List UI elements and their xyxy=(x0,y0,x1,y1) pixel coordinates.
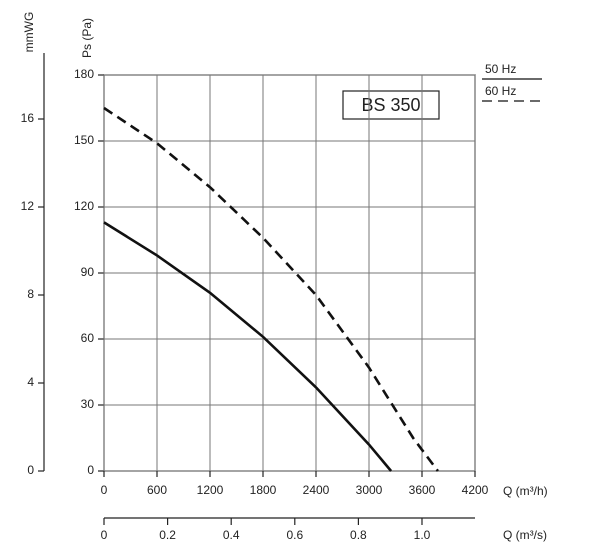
x-tick-label: 3000 xyxy=(356,483,383,497)
x2-axis-label: Q (m³/s) xyxy=(503,528,547,542)
x2-tick-label: 1.0 xyxy=(414,528,431,542)
y2-tick-label: 12 xyxy=(21,199,35,213)
y-tick-label: 180 xyxy=(74,67,94,81)
x-tick-label: 1200 xyxy=(197,483,224,497)
y-tick-label: 30 xyxy=(81,397,95,411)
x2-tick-label: 0.8 xyxy=(350,528,367,542)
y-axis-label: Ps (Pa) xyxy=(80,18,94,58)
legend-label: 50 Hz xyxy=(485,62,516,76)
x-tick-label: 3600 xyxy=(409,483,436,497)
x-tick-label: 2400 xyxy=(303,483,330,497)
x2-tick-label: 0 xyxy=(101,528,108,542)
legend-label: 60 Hz xyxy=(485,84,516,98)
y-tick-label: 90 xyxy=(81,265,95,279)
y-tick-label: 0 xyxy=(87,463,94,477)
y-tick-label: 60 xyxy=(81,331,95,345)
y2-axis-label: mmWG xyxy=(22,12,36,53)
x-tick-label: 600 xyxy=(147,483,167,497)
y2-tick-label: 4 xyxy=(27,375,34,389)
y-tick-label: 120 xyxy=(74,199,94,213)
y2-tick-label: 8 xyxy=(27,287,34,301)
x2-tick-label: 0.4 xyxy=(223,528,240,542)
x-tick-label: 0 xyxy=(101,483,108,497)
curve xyxy=(103,106,439,472)
x-tick-label: 1800 xyxy=(250,483,277,497)
y2-tick-label: 0 xyxy=(27,463,34,477)
x2-tick-label: 0.2 xyxy=(159,528,176,542)
x-axis-label: Q (m³/h) xyxy=(503,484,548,498)
x2-tick-label: 0.6 xyxy=(286,528,303,542)
chart-title: BS 350 xyxy=(361,95,420,115)
x-tick-label: 4200 xyxy=(462,483,489,497)
y2-tick-label: 16 xyxy=(21,111,35,125)
curve xyxy=(103,221,393,472)
y-tick-label: 150 xyxy=(74,133,94,147)
title-box xyxy=(342,90,440,120)
